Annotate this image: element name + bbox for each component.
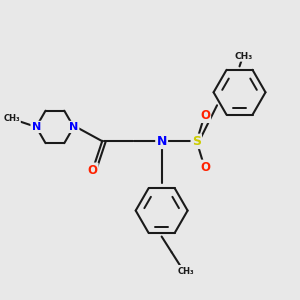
Text: N: N (69, 122, 78, 132)
Text: O: O (87, 164, 98, 177)
Text: CH₃: CH₃ (178, 267, 194, 276)
Text: N: N (32, 122, 41, 132)
Text: O: O (200, 161, 210, 174)
Text: S: S (192, 135, 201, 148)
Text: CH₃: CH₃ (235, 52, 253, 61)
Text: N: N (157, 135, 167, 148)
Text: O: O (200, 109, 210, 122)
Text: CH₃: CH₃ (3, 114, 20, 123)
